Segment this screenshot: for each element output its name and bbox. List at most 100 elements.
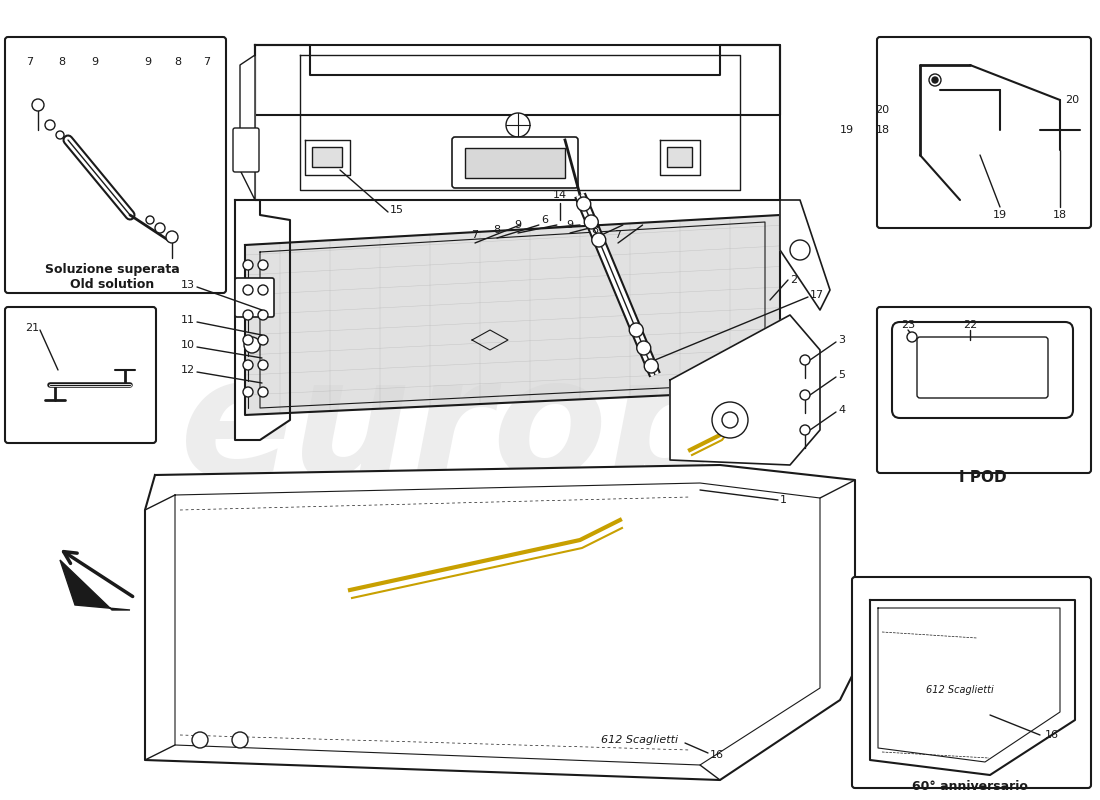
Polygon shape bbox=[670, 315, 820, 465]
Circle shape bbox=[645, 359, 658, 373]
Text: 17: 17 bbox=[810, 290, 824, 300]
Text: 9: 9 bbox=[515, 220, 521, 230]
FancyBboxPatch shape bbox=[877, 307, 1091, 473]
Text: a passion for parts since 1985: a passion for parts since 1985 bbox=[220, 548, 597, 572]
Text: 5: 5 bbox=[838, 370, 845, 380]
Text: 20: 20 bbox=[874, 105, 889, 115]
Polygon shape bbox=[305, 140, 350, 175]
Circle shape bbox=[637, 341, 651, 355]
Text: 15: 15 bbox=[390, 205, 404, 215]
Circle shape bbox=[258, 260, 268, 270]
Text: 612 Scaglietti: 612 Scaglietti bbox=[602, 735, 679, 745]
Bar bbox=[312, 147, 342, 167]
Text: 7: 7 bbox=[615, 230, 622, 240]
Text: europ: europ bbox=[180, 349, 727, 511]
Polygon shape bbox=[245, 215, 780, 415]
FancyBboxPatch shape bbox=[892, 322, 1072, 418]
Text: 9: 9 bbox=[566, 220, 573, 230]
Polygon shape bbox=[255, 45, 780, 200]
Text: 14: 14 bbox=[553, 190, 568, 200]
Circle shape bbox=[712, 402, 748, 438]
Circle shape bbox=[592, 233, 606, 247]
Polygon shape bbox=[780, 200, 830, 310]
FancyBboxPatch shape bbox=[452, 137, 578, 188]
Polygon shape bbox=[255, 45, 780, 115]
Text: 18: 18 bbox=[876, 125, 890, 135]
Circle shape bbox=[258, 360, 268, 370]
Circle shape bbox=[155, 223, 165, 233]
Circle shape bbox=[192, 732, 208, 748]
Circle shape bbox=[232, 732, 248, 748]
Circle shape bbox=[908, 332, 917, 342]
Bar bbox=[921, 341, 1044, 394]
Text: 612 Scaglietti: 612 Scaglietti bbox=[926, 685, 994, 695]
Circle shape bbox=[506, 113, 530, 137]
Text: 19: 19 bbox=[840, 125, 854, 135]
FancyBboxPatch shape bbox=[852, 577, 1091, 788]
Circle shape bbox=[930, 74, 940, 86]
Text: 60° anniversario: 60° anniversario bbox=[912, 781, 1027, 794]
Text: 7: 7 bbox=[472, 230, 478, 240]
FancyBboxPatch shape bbox=[6, 37, 225, 293]
Polygon shape bbox=[60, 560, 130, 610]
Text: 16: 16 bbox=[710, 750, 724, 760]
Text: 9: 9 bbox=[144, 57, 152, 67]
Circle shape bbox=[800, 355, 810, 365]
Polygon shape bbox=[870, 600, 1075, 775]
Circle shape bbox=[45, 120, 55, 130]
Circle shape bbox=[258, 310, 268, 320]
Circle shape bbox=[243, 260, 253, 270]
FancyBboxPatch shape bbox=[235, 278, 274, 317]
Polygon shape bbox=[240, 55, 255, 200]
Circle shape bbox=[722, 412, 738, 428]
FancyBboxPatch shape bbox=[877, 37, 1091, 228]
Circle shape bbox=[243, 285, 253, 295]
Circle shape bbox=[576, 197, 591, 211]
Circle shape bbox=[258, 285, 268, 295]
Text: 12: 12 bbox=[180, 365, 195, 375]
Circle shape bbox=[243, 360, 253, 370]
FancyBboxPatch shape bbox=[6, 307, 156, 443]
Text: 8: 8 bbox=[175, 57, 182, 67]
Text: 10: 10 bbox=[182, 340, 195, 350]
Circle shape bbox=[244, 337, 260, 353]
Circle shape bbox=[243, 387, 253, 397]
Bar bbox=[465, 148, 565, 178]
Polygon shape bbox=[235, 200, 290, 440]
Polygon shape bbox=[145, 465, 855, 780]
Text: 4: 4 bbox=[838, 405, 845, 415]
Text: 9: 9 bbox=[91, 57, 99, 67]
Text: Old solution: Old solution bbox=[70, 278, 154, 291]
Circle shape bbox=[146, 216, 154, 224]
Circle shape bbox=[800, 390, 810, 400]
Circle shape bbox=[243, 335, 253, 345]
Circle shape bbox=[166, 231, 178, 243]
Text: 7: 7 bbox=[204, 57, 210, 67]
Text: 2: 2 bbox=[790, 275, 798, 285]
Text: 23: 23 bbox=[901, 320, 915, 330]
Circle shape bbox=[32, 99, 44, 111]
FancyBboxPatch shape bbox=[917, 337, 1048, 398]
Text: 1: 1 bbox=[780, 495, 786, 505]
Text: 8: 8 bbox=[58, 57, 66, 67]
Circle shape bbox=[258, 335, 268, 345]
Text: 6: 6 bbox=[541, 215, 549, 225]
Polygon shape bbox=[660, 140, 700, 175]
Text: 13: 13 bbox=[182, 280, 195, 290]
Circle shape bbox=[584, 215, 598, 229]
Text: 19: 19 bbox=[993, 210, 1008, 220]
Text: 21: 21 bbox=[25, 323, 40, 333]
Text: 16: 16 bbox=[1045, 730, 1059, 740]
Text: 20: 20 bbox=[1065, 95, 1079, 105]
Text: Soluzione superata: Soluzione superata bbox=[45, 263, 179, 277]
Circle shape bbox=[56, 131, 64, 139]
Text: I POD: I POD bbox=[959, 470, 1007, 486]
Text: 8: 8 bbox=[592, 225, 598, 235]
Circle shape bbox=[790, 240, 810, 260]
Circle shape bbox=[258, 387, 268, 397]
Circle shape bbox=[800, 425, 810, 435]
Circle shape bbox=[932, 77, 938, 83]
Text: 8: 8 bbox=[494, 225, 501, 235]
Text: 11: 11 bbox=[182, 315, 195, 325]
Text: 7: 7 bbox=[26, 57, 34, 67]
